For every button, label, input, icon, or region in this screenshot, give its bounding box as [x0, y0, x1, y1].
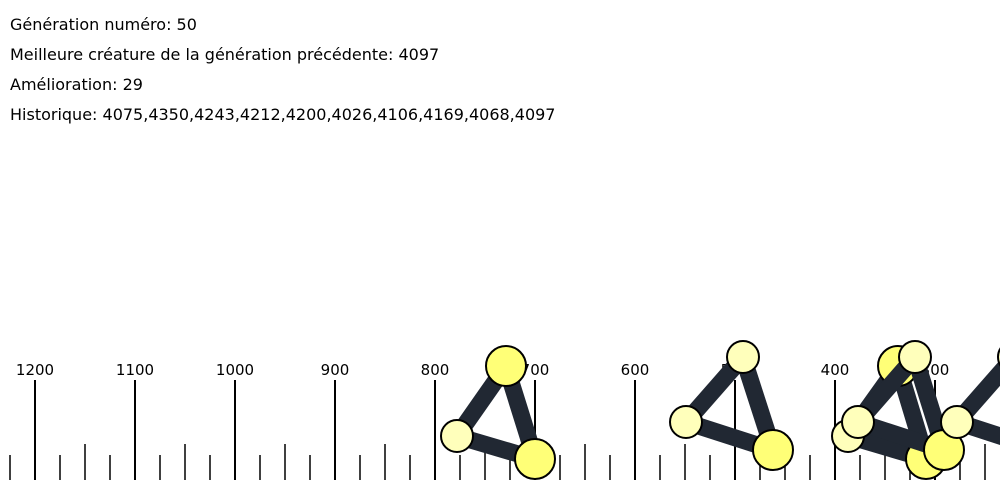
- creature: [440, 345, 556, 480]
- history: Historique: 4075,4350,4243,4212,4200,402…: [10, 105, 556, 124]
- distance-ruler: 120011001000900800700600500400300: [9, 361, 986, 480]
- ruler-label-1000: 1000: [216, 361, 254, 379]
- creature-node: [940, 405, 974, 439]
- hud-panel: Génération numéro: 50 Meilleure créature…: [10, 14, 555, 134]
- improvement: Amélioration: 29: [10, 75, 143, 94]
- creature-node: [485, 345, 527, 387]
- creature-node: [669, 405, 703, 439]
- creature-node: [726, 340, 760, 374]
- ruler-label-1100: 1100: [116, 361, 154, 379]
- ruler-label-700: 700: [521, 361, 550, 379]
- ruler-label-600: 600: [621, 361, 650, 379]
- creature-node: [841, 405, 875, 439]
- ruler-label-900: 900: [321, 361, 350, 379]
- creature-node: [752, 429, 794, 471]
- generation-number: Génération numéro: 50: [10, 15, 197, 34]
- creature-node: [514, 438, 556, 480]
- creature-node: [898, 340, 932, 374]
- ruler-label-800: 800: [421, 361, 450, 379]
- creature: [841, 340, 965, 471]
- creature: [940, 347, 1000, 445]
- ruler-label-400: 400: [821, 361, 850, 379]
- best-creature-previous: Meilleure créature de la génération préc…: [10, 45, 440, 64]
- creatures: [440, 340, 1000, 480]
- creature: [669, 340, 794, 471]
- creature-node: [440, 419, 474, 453]
- ruler-label-1200: 1200: [16, 361, 54, 379]
